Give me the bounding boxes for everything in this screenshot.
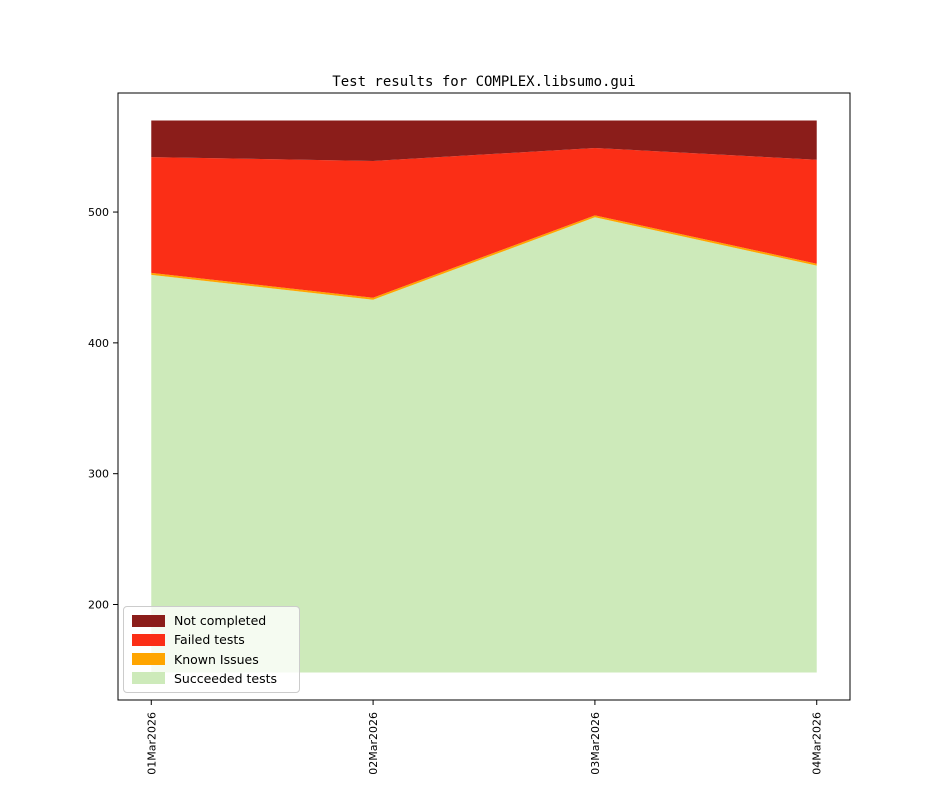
legend-label-failed-tests: Failed tests — [174, 632, 245, 648]
y-tick-label: 500 — [88, 206, 109, 219]
legend-label-not-completed: Not completed — [174, 613, 267, 629]
area-failed-tests — [151, 147, 817, 298]
y-tick-label: 200 — [88, 599, 109, 612]
chart-title: Test results for COMPLEX.libsumo.gui — [332, 74, 636, 90]
legend: Not completed Failed tests Known Issues … — [123, 606, 300, 693]
legend-swatch-not-completed — [132, 614, 165, 627]
legend-swatch-known-issues — [132, 653, 165, 666]
legend-swatch-failed-tests — [132, 633, 165, 646]
legend-item: Failed tests — [132, 632, 291, 647]
legend-item: Known Issues — [132, 652, 291, 667]
legend-swatch-succeeded-tests — [132, 672, 165, 685]
plot-border — [117, 92, 851, 701]
x-tick-label: 02Mar2026 — [367, 712, 380, 775]
legend-label-succeeded-tests: Succeeded tests — [174, 670, 278, 686]
area-not-completed — [151, 120, 817, 162]
legend-item: Succeeded tests — [132, 671, 291, 686]
legend-item: Not completed — [132, 613, 291, 628]
area-succeeded-tests — [151, 217, 817, 673]
y-tick-label: 300 — [88, 468, 109, 481]
x-tick-label: 03Mar2026 — [589, 712, 602, 775]
x-tick-label: 04Mar2026 — [811, 712, 824, 775]
area-known-issues — [151, 215, 817, 300]
y-tick-label: 400 — [88, 337, 109, 350]
x-tick-label: 01Mar2026 — [145, 712, 158, 775]
legend-label-known-issues: Known Issues — [174, 651, 259, 667]
